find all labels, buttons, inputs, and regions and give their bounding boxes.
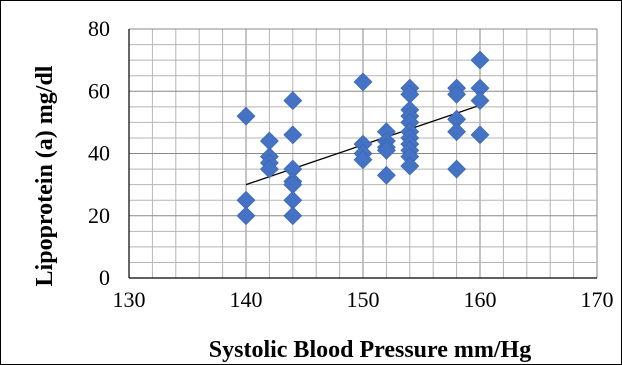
y-tick-label: 0: [99, 265, 110, 290]
y-axis-title: Lipoprotein (a) mg/dl: [32, 65, 58, 286]
y-tick-label: 80: [88, 16, 110, 41]
x-tick-label: 160: [464, 287, 497, 312]
data-point: [353, 150, 373, 170]
data-point: [447, 122, 467, 142]
data-point: [470, 125, 490, 145]
data-point: [283, 206, 303, 226]
data-point: [236, 206, 256, 226]
y-tick-label: 40: [88, 141, 110, 166]
x-tick-label: 150: [347, 287, 380, 312]
data-point: [470, 50, 490, 70]
data-point: [400, 156, 420, 176]
data-point: [259, 159, 279, 179]
data-points: [236, 50, 490, 226]
data-point: [447, 84, 467, 104]
data-point: [283, 91, 303, 111]
data-point: [236, 106, 256, 126]
y-tick-label: 60: [88, 78, 110, 103]
data-point: [447, 159, 467, 179]
x-axis-title: Systolic Blood Pressure mm/Hg: [209, 337, 531, 363]
x-tick-label: 140: [230, 287, 263, 312]
data-point: [283, 125, 303, 145]
data-point: [470, 91, 490, 111]
tick-labels: 130 140 150 160 170 0 20 40 60 80: [88, 16, 614, 312]
data-point: [376, 140, 396, 160]
data-point: [376, 165, 396, 185]
axes: [128, 29, 597, 279]
y-tick-label: 20: [88, 203, 110, 228]
x-tick-label: 170: [581, 287, 614, 312]
x-tick-label: 130: [113, 287, 146, 312]
data-point: [353, 72, 373, 92]
